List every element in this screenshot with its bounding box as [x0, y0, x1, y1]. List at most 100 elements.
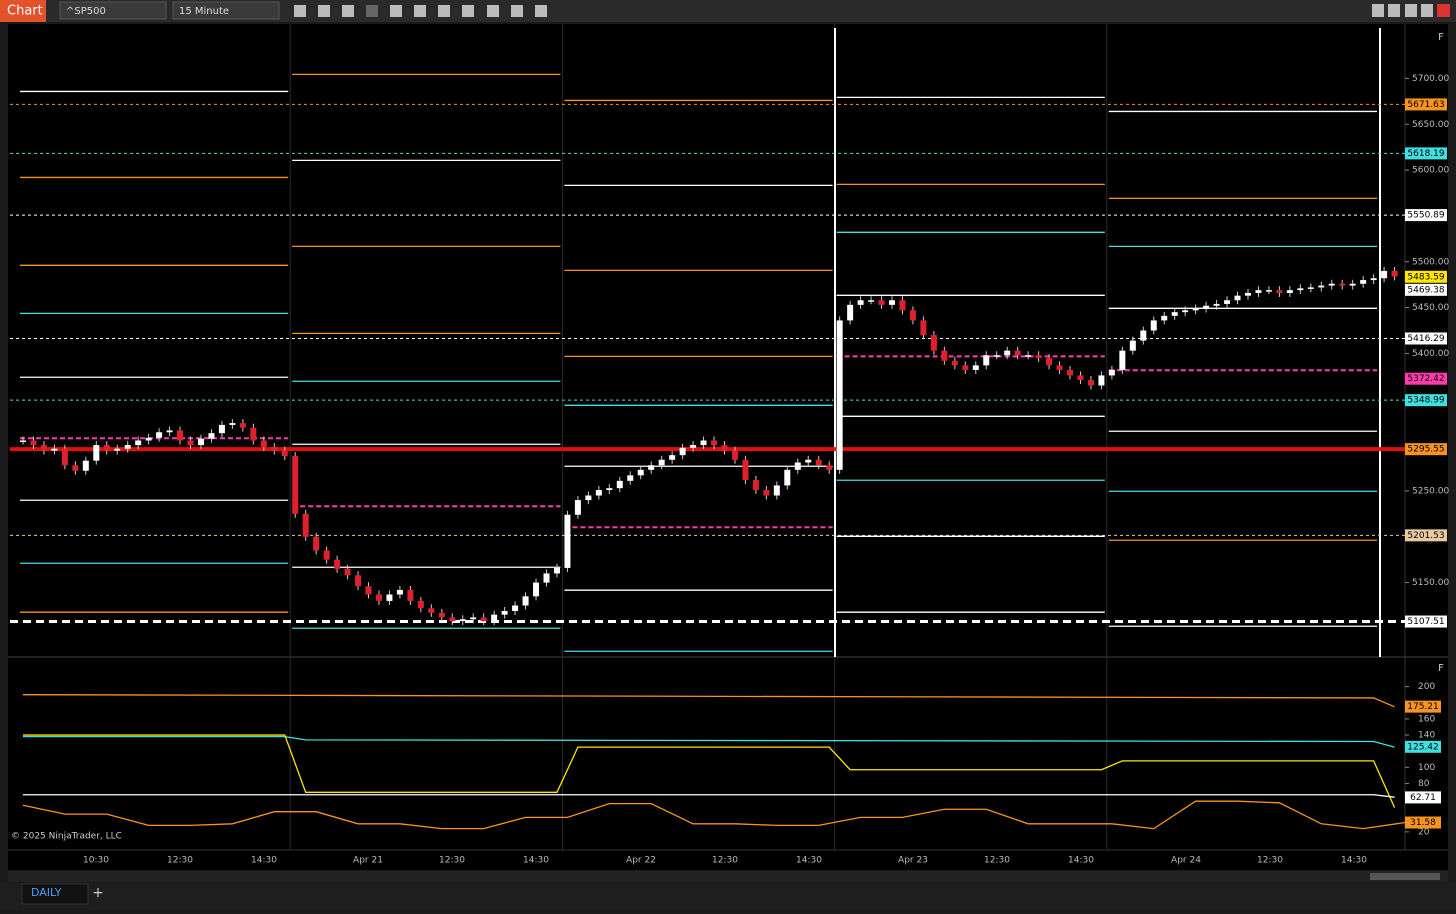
candle — [585, 495, 592, 501]
candle — [868, 300, 875, 302]
y-tick-label: 5400.00 — [1412, 349, 1449, 359]
y-tick-label: 5700.00 — [1412, 74, 1449, 84]
x-tick-label: 12:30 — [984, 856, 1010, 866]
indicator-line — [23, 794, 1395, 798]
window-button[interactable] — [1421, 4, 1433, 17]
candle — [857, 300, 864, 305]
candle — [1129, 340, 1136, 351]
window-button[interactable] — [1405, 4, 1417, 17]
candle — [993, 355, 1000, 357]
icon[interactable] — [511, 5, 523, 17]
candle — [794, 462, 801, 470]
y-tick-label: 100 — [1418, 763, 1435, 773]
candle — [208, 433, 215, 439]
icon[interactable] — [487, 5, 499, 17]
window-title-box — [0, 0, 46, 22]
price-label-box — [1405, 740, 1441, 753]
indicator-line — [23, 736, 1395, 748]
candle — [606, 488, 613, 490]
candle — [1025, 355, 1032, 357]
interval: 15 Minute — [179, 6, 229, 17]
icon[interactable] — [366, 5, 378, 17]
candle — [512, 605, 519, 611]
candle — [1067, 369, 1073, 376]
add-tab[interactable]: + — [92, 885, 104, 901]
window-button[interactable] — [1372, 4, 1384, 17]
price-label: 31.58 — [1410, 818, 1436, 828]
candle — [951, 360, 958, 366]
candle — [135, 440, 142, 446]
y-tick-label: 20 — [1418, 827, 1430, 837]
scroll-thumb[interactable] — [1370, 873, 1440, 880]
panel-button[interactable]: F — [1438, 663, 1444, 674]
price-label-box — [1405, 372, 1447, 385]
candle — [197, 438, 204, 446]
candle — [449, 617, 456, 622]
y-tick-label: 160 — [1418, 714, 1435, 724]
tab-label: DAILY — [31, 886, 62, 899]
icon[interactable] — [535, 5, 547, 17]
candle — [72, 465, 79, 471]
candle — [1192, 308, 1199, 311]
candle — [1224, 300, 1231, 304]
candle — [1276, 290, 1283, 293]
candle — [177, 430, 184, 441]
candle — [428, 608, 435, 613]
candle — [1318, 285, 1325, 288]
icon[interactable] — [438, 5, 450, 17]
price-label: 5201.53 — [1407, 531, 1444, 541]
y-tick-label: 5600.00 — [1412, 166, 1449, 176]
candle — [51, 448, 58, 451]
candle — [1035, 355, 1042, 358]
candle — [124, 445, 131, 449]
icon[interactable] — [462, 5, 474, 17]
candle — [355, 575, 362, 587]
price-label: 62.71 — [1410, 793, 1436, 803]
x-tick-label: 12:30 — [712, 856, 738, 866]
price-label-box — [1405, 394, 1447, 407]
candle — [1046, 358, 1053, 366]
icon[interactable] — [390, 5, 402, 17]
candle — [1182, 310, 1189, 313]
icon[interactable] — [294, 5, 306, 17]
y-tick-label: 5450.00 — [1412, 303, 1449, 313]
candle — [438, 612, 445, 618]
icon[interactable] — [318, 5, 330, 17]
candle — [1150, 320, 1157, 331]
candle — [1108, 369, 1115, 376]
close-button[interactable] — [1437, 4, 1450, 17]
x-tick-label: 12:30 — [167, 856, 193, 866]
candle — [145, 437, 152, 441]
price-label-box — [1405, 816, 1441, 829]
price-label: 5416.29 — [1407, 334, 1444, 344]
candle — [103, 445, 110, 451]
candle — [229, 423, 236, 425]
candle — [543, 573, 550, 583]
interval-select[interactable] — [172, 1, 280, 20]
icon[interactable] — [342, 5, 354, 17]
price-label: 5550.89 — [1407, 211, 1444, 221]
candle — [595, 490, 602, 496]
price-label-box — [1405, 332, 1447, 345]
price-label-box — [1405, 283, 1447, 296]
candle — [1265, 290, 1272, 292]
price-label: 5372.42 — [1407, 374, 1444, 384]
window-button[interactable] — [1388, 4, 1400, 17]
candle — [417, 600, 424, 609]
scrollbar[interactable] — [8, 871, 1448, 882]
candle — [250, 427, 257, 441]
candle — [1370, 278, 1377, 281]
chart-area — [8, 24, 1448, 870]
candle — [470, 617, 477, 620]
instrument-select[interactable] — [59, 1, 167, 20]
price-label-box — [1405, 443, 1447, 456]
candle — [1286, 290, 1293, 293]
indicator-line — [23, 734, 1396, 808]
tab[interactable] — [21, 883, 89, 905]
panel-button[interactable]: F — [1438, 32, 1444, 43]
icon[interactable] — [414, 5, 426, 17]
candle — [1307, 287, 1314, 289]
candle — [564, 514, 571, 568]
